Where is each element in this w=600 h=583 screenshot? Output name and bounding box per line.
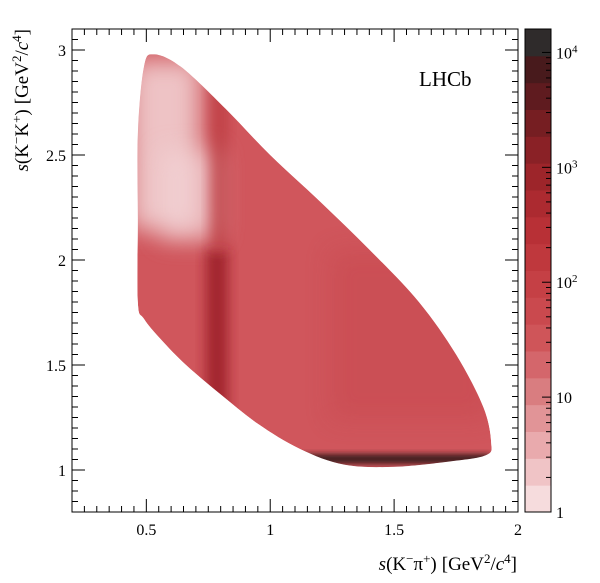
y-tick-label: 2 bbox=[58, 253, 66, 270]
colorbar-tick-label: 103 bbox=[556, 158, 578, 177]
colorbar-bin bbox=[525, 297, 551, 325]
colorbar-bin bbox=[525, 243, 551, 271]
y-tick-label: 1 bbox=[58, 463, 66, 480]
y-tick-label: 1.5 bbox=[46, 358, 66, 375]
colorbar-tick-label: 102 bbox=[556, 273, 578, 292]
x-tick-label: 1 bbox=[266, 522, 274, 539]
y-tick-label: 3 bbox=[58, 43, 66, 60]
colorbar-bin bbox=[525, 404, 551, 432]
colorbar-tick-label: 10 bbox=[556, 390, 572, 407]
y-axis-title: s(K−K+)[GeV2/c4] bbox=[9, 29, 34, 171]
right-region-shade bbox=[330, 250, 490, 420]
y-axis-ticks: 1 1.5 2 2.5 3 bbox=[46, 28, 518, 502]
colorbar-bin bbox=[525, 431, 551, 459]
x-tick-label: 1.5 bbox=[384, 522, 404, 539]
y-tick-label: 2.5 bbox=[46, 148, 66, 165]
kstar-band-upper bbox=[210, 80, 228, 250]
colorbar-bin bbox=[525, 136, 551, 164]
colorbar-ticks: 1 10 102 103 104 bbox=[542, 43, 578, 522]
colorbar-bin bbox=[525, 377, 551, 406]
colorbar-bin bbox=[525, 324, 551, 352]
colorbar-tick-label: 104 bbox=[556, 43, 578, 62]
colorbar-frame bbox=[524, 28, 552, 513]
x-tick-label: 2 bbox=[514, 522, 522, 539]
x-axis-title: s(K−π+) [GeV2/c4] bbox=[379, 551, 517, 576]
x-tick-label: 0.5 bbox=[136, 522, 156, 539]
colorbar-bin bbox=[525, 55, 551, 84]
x-axis-ticks: 0.5 1 1.5 2 bbox=[83, 29, 522, 539]
phi-band bbox=[300, 454, 490, 464]
lhcb-label: LHCb bbox=[419, 67, 472, 91]
dalitz-region bbox=[137, 54, 492, 468]
kstar-band bbox=[206, 250, 228, 420]
colorbar-bin bbox=[525, 458, 551, 486]
colorbar-bin bbox=[525, 485, 551, 513]
colorbar-tick-label: 1 bbox=[556, 505, 564, 522]
colorbar bbox=[525, 29, 551, 513]
colorbar-bin bbox=[525, 351, 551, 379]
colorbar-bin bbox=[525, 216, 551, 245]
colorbar-bin bbox=[525, 29, 551, 57]
